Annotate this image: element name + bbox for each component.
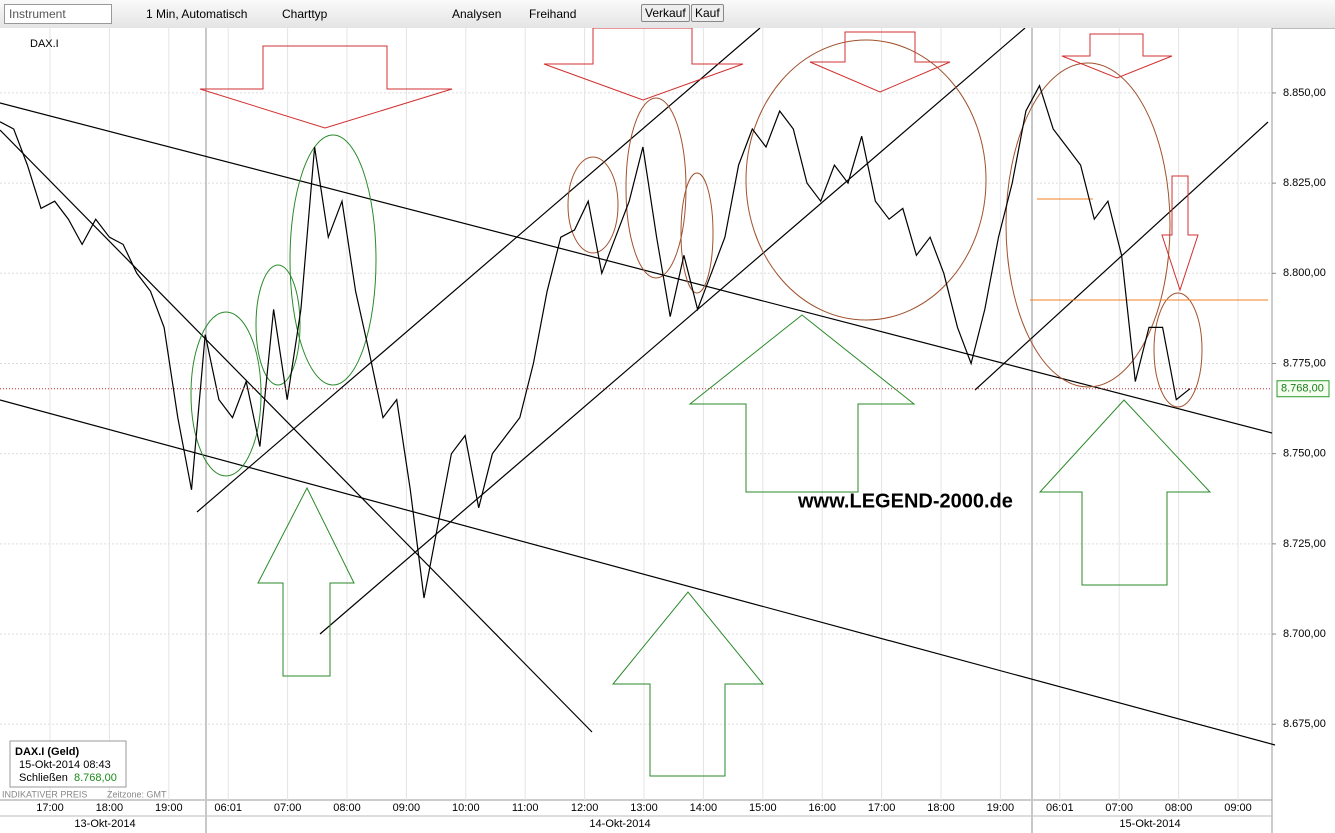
x-tick-label: 09:00 bbox=[1224, 802, 1252, 814]
x-tick-label: 07:00 bbox=[1105, 802, 1133, 814]
watermark: www.LEGEND-2000.de bbox=[797, 490, 1013, 512]
marks bbox=[0, 84, 1272, 599]
y-tick-label: 8.800,00 bbox=[1283, 267, 1326, 279]
y-tick-label: 8.775,00 bbox=[1283, 357, 1326, 369]
toolbar: Instrument 1 Min, Automatisch Charttyp A… bbox=[0, 0, 1335, 29]
y-tick-label: 8.850,00 bbox=[1283, 87, 1326, 99]
info-title: DAX.I (Geld) bbox=[15, 746, 80, 758]
analysis-menu[interactable]: Analysen bbox=[452, 7, 502, 21]
x-tick-label: 11:00 bbox=[512, 802, 539, 814]
info-close-value: 8.768,00 bbox=[74, 772, 117, 784]
y-tick-label: 8.750,00 bbox=[1283, 448, 1326, 460]
x-tick-label: 19:00 bbox=[155, 802, 183, 814]
x-tick-label: 16:00 bbox=[808, 802, 836, 814]
x-tick-label: 15:00 bbox=[749, 802, 777, 814]
down-arrows bbox=[199, 28, 1199, 292]
buy-button[interactable]: Kauf bbox=[691, 4, 724, 22]
x-tick-label: 06:01 bbox=[1046, 802, 1074, 814]
trend-lines bbox=[0, 28, 1276, 746]
x-tick-label: 06:01 bbox=[214, 802, 242, 814]
info-date: 15-Okt-2014 08:43 bbox=[19, 759, 111, 771]
x-tick-label: 19:00 bbox=[987, 802, 1015, 814]
x-tick-label: 17:00 bbox=[36, 802, 64, 814]
timezone-note: Zeitzone: GMT bbox=[107, 789, 167, 799]
grid bbox=[0, 28, 1272, 833]
last-price-label: 8.768,00 bbox=[1281, 383, 1324, 395]
x-tick-label: 18:00 bbox=[927, 802, 955, 814]
price-line bbox=[0, 84, 1191, 599]
y-tick-label: 8.725,00 bbox=[1283, 538, 1326, 550]
x-tick-label: 09:00 bbox=[393, 802, 421, 814]
y-tick-label: 8.675,00 bbox=[1283, 718, 1326, 730]
x-tick-label: 14:00 bbox=[690, 802, 718, 814]
green-ellipses bbox=[190, 134, 377, 477]
instrument-input[interactable]: Instrument bbox=[4, 4, 112, 24]
x-tick-label: 07:00 bbox=[274, 802, 302, 814]
last-price-box bbox=[1276, 380, 1330, 398]
x-tick-label: 10:00 bbox=[452, 802, 480, 814]
instrument-placeholder: Instrument bbox=[9, 7, 66, 21]
date-label: 15-Okt-2014 bbox=[1119, 818, 1180, 830]
x-tick-label: 08:00 bbox=[333, 802, 361, 814]
chart-type-menu[interactable]: Charttyp bbox=[282, 7, 328, 21]
y-tick-label: 8.825,00 bbox=[1283, 177, 1326, 189]
brown-ellipses bbox=[567, 39, 1203, 408]
chart: DAX.I www.LEGEND-2000.de DAX.I (Geld) 15… bbox=[0, 28, 1330, 833]
interval-menu[interactable]: 1 Min, Automatisch bbox=[146, 7, 248, 21]
info-close-label: Schließen bbox=[19, 772, 68, 784]
info-box bbox=[9, 740, 127, 788]
x-tick-label: 17:00 bbox=[868, 802, 896, 814]
freehand-menu[interactable]: Freihand bbox=[529, 7, 577, 21]
y-tick-label: 8.700,00 bbox=[1283, 628, 1326, 640]
x-tick-label: 18:00 bbox=[96, 802, 124, 814]
up-arrows bbox=[257, 314, 1212, 777]
x-tick-label: 13:00 bbox=[630, 802, 658, 814]
date-label: 14-Okt-2014 bbox=[589, 818, 650, 830]
date-label: 13-Okt-2014 bbox=[74, 818, 135, 830]
level-lines bbox=[1030, 198, 1268, 301]
instrument-title: DAX.I bbox=[30, 38, 59, 50]
x-tick-label: 12:00 bbox=[571, 802, 599, 814]
sell-button[interactable]: Verkauf bbox=[641, 4, 690, 22]
footer-note: INDIKATIVER PREIS bbox=[2, 789, 87, 799]
x-tick-label: 08:00 bbox=[1165, 802, 1193, 814]
